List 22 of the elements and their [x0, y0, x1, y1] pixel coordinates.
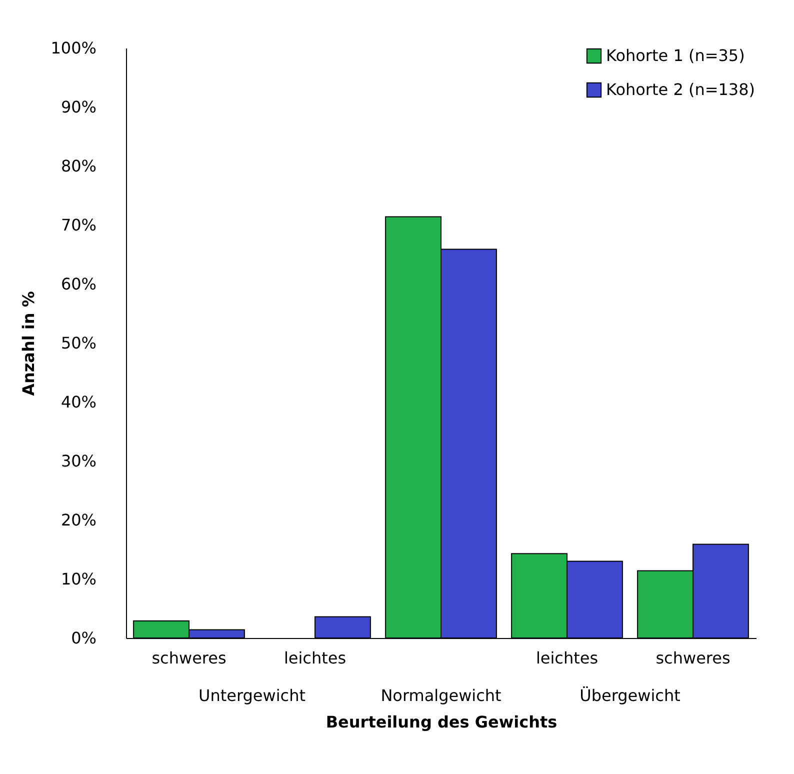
y-axis-title: Anzahl in % — [18, 291, 38, 396]
text: Normalgewicht — [380, 686, 502, 705]
y-tick-label: 90% — [60, 98, 96, 116]
x-tick-label: leichtes — [284, 648, 346, 668]
y-tick-label: 10% — [60, 570, 96, 588]
x-tick-label: schweres — [152, 648, 226, 668]
y-tick-label: 20% — [60, 510, 96, 530]
x-tick-label: schweres — [656, 648, 730, 668]
x-axis-title: Beurteilung des Gewichts — [326, 712, 558, 732]
y-tick-label: 30% — [60, 452, 96, 470]
y-tick-label: 60% — [60, 274, 96, 294]
x-tick-label: leichtes — [536, 648, 598, 668]
y-tick-label: 80% — [60, 156, 96, 176]
y-tick-label: 100% — [50, 38, 96, 58]
y-tick-label: 0% — [71, 628, 96, 648]
y-tick-label: 50% — [60, 334, 96, 352]
legend-label: Kohorte 1 (n=35) — [606, 46, 745, 65]
text: Untergewicht — [198, 686, 306, 705]
text: Übergewicht — [580, 686, 680, 705]
y-tick-label: 40% — [60, 392, 96, 412]
legend-label: Kohorte 2 (n=138) — [606, 80, 756, 99]
y-tick-label: 70% — [60, 216, 96, 234]
